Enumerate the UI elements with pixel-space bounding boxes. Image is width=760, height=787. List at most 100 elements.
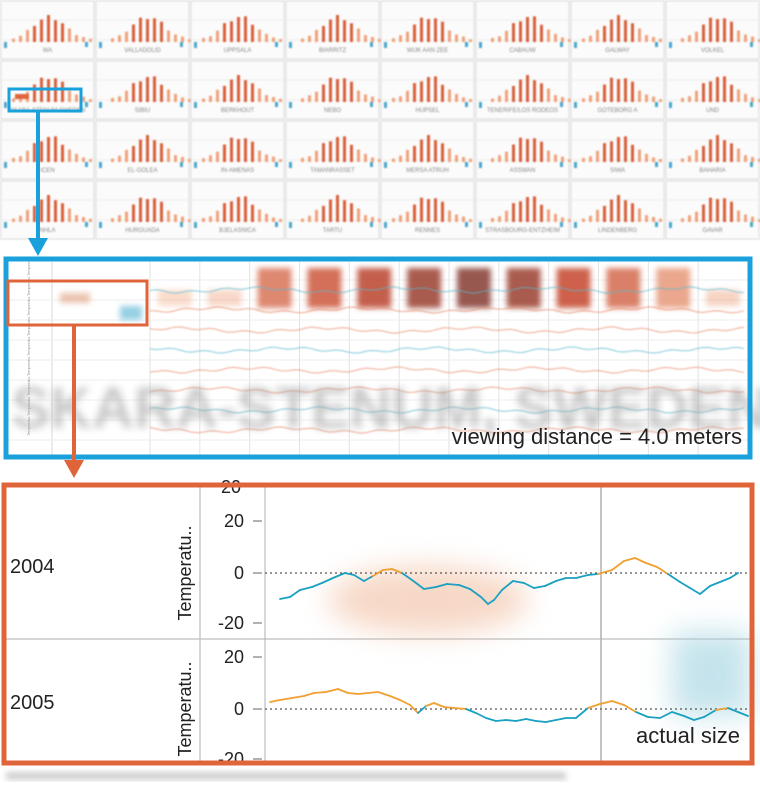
month-bar	[589, 215, 592, 222]
month-bar	[498, 95, 501, 102]
temperature-segment	[303, 692, 315, 697]
station-cell[interactable]: TENERIFE/LOS RODEOS	[475, 60, 571, 120]
month-bar	[343, 200, 346, 222]
temperature-segment	[533, 585, 546, 589]
cold-bar	[465, 222, 468, 227]
month-bar	[596, 150, 599, 162]
station-cell[interactable]: BJELASNICA	[190, 180, 285, 240]
station-cell[interactable]: GALWAY	[570, 0, 665, 60]
month-bar	[652, 157, 655, 162]
station-cell[interactable]: STRASBOURG-ENTZHEIM	[475, 180, 571, 240]
month-bar	[413, 145, 416, 162]
month-bar	[33, 25, 36, 42]
month-bar	[153, 198, 156, 222]
station-cell[interactable]: ASSWAN	[475, 120, 571, 180]
station-label: BAHARIA	[699, 168, 725, 174]
month-bar	[448, 89, 451, 102]
month-bar	[758, 158, 760, 162]
temperature-segment	[382, 568, 393, 571]
month-bar	[132, 83, 135, 102]
month-bar	[272, 217, 275, 222]
month-bar	[315, 29, 318, 42]
station-cell[interactable]: BERKHOUT	[190, 60, 285, 120]
temperature-segment	[269, 699, 281, 703]
month-bar	[526, 197, 529, 222]
station-cell[interactable]: UND	[665, 60, 760, 120]
month-bar	[603, 25, 606, 42]
month-bar	[167, 210, 170, 222]
station-cell[interactable]: BAHARIA	[665, 120, 760, 180]
station-cell[interactable]: TAMANRASSET	[285, 120, 381, 180]
month-bar	[153, 76, 156, 102]
detail-panel: 2004 Temperatu.. 20 0 -20 2005 Temperatu.. 20 0 -…	[1, 477, 755, 769]
month-bar	[265, 95, 268, 102]
cold-bar	[180, 102, 183, 107]
station-cell[interactable]: HURGUADA	[95, 180, 191, 240]
station-cell[interactable]: CABAUW	[475, 0, 571, 60]
month-bar	[716, 77, 719, 102]
month-bar	[329, 199, 332, 222]
station-label: LINDENBERG	[598, 228, 637, 234]
station-label: BJELASNICA	[219, 228, 256, 234]
station-cell[interactable]: LINDENBERG	[570, 180, 665, 240]
cold-bar	[465, 102, 468, 107]
station-label: BIARRITZ	[319, 48, 347, 54]
month-bar	[498, 36, 501, 42]
month-bar	[659, 38, 662, 42]
selected-station-marker	[15, 94, 29, 99]
month-bar	[441, 201, 444, 222]
station-cell[interactable]: WIJK AAN ZEE	[380, 0, 475, 60]
month-bar	[568, 159, 571, 162]
month-bar	[448, 30, 451, 42]
temperature-segment	[311, 582, 323, 588]
station-cell[interactable]: GOTEBORG A	[570, 60, 665, 120]
station-cell[interactable]: WA	[0, 0, 95, 60]
month-bar	[350, 203, 353, 222]
temperature-trace	[149, 426, 745, 434]
y-tick-label: 20	[224, 511, 244, 531]
cold-bar	[669, 222, 672, 228]
station-cell[interactable]: GAVAR	[665, 180, 760, 240]
station-cell[interactable]: SIBIU	[95, 60, 191, 120]
cold-bar	[479, 162, 482, 168]
month-bar	[519, 79, 522, 102]
month-bar	[364, 94, 367, 102]
month-bar	[533, 138, 536, 162]
station-cell[interactable]: HUPSEL	[380, 60, 475, 120]
month-bar	[695, 90, 698, 102]
station-cell[interactable]: NEBO	[285, 60, 381, 120]
row-label: Temperatu.	[26, 256, 31, 276]
temperature-segment	[623, 704, 637, 713]
station-cell-border	[95, 0, 190, 60]
month-bar	[631, 203, 634, 222]
month-bar	[125, 149, 128, 162]
station-cell[interactable]: UPPSALA	[190, 0, 285, 60]
cold-bar	[194, 102, 197, 108]
month-bar	[406, 90, 409, 102]
station-cell[interactable]: IN-AMENAS	[190, 120, 285, 180]
month-bar	[512, 144, 515, 162]
month-bar	[146, 77, 149, 102]
station-cell[interactable]: TARTU	[285, 180, 381, 240]
station-cell[interactable]: NHLA	[0, 180, 95, 240]
month-bar	[33, 143, 36, 162]
temperature-segment	[299, 586, 313, 591]
station-cell[interactable]: VOLKEL	[665, 0, 760, 60]
cold-bar	[655, 222, 658, 227]
temperature-segment	[321, 577, 334, 584]
station-cell[interactable]: MERSA ATRUH	[380, 120, 475, 180]
temperature-segment	[279, 596, 291, 600]
station-cell[interactable]: SIWA	[570, 120, 665, 180]
month-bar	[420, 17, 423, 42]
station-cell[interactable]: BIARRITZ	[285, 0, 381, 60]
month-bar	[519, 201, 522, 222]
station-cell[interactable]: RENNES	[380, 180, 475, 240]
station-cell[interactable]: EL-GOLEA	[95, 120, 191, 180]
month-bar	[378, 218, 381, 222]
month-bar	[125, 90, 128, 102]
temperature-segment	[325, 688, 339, 693]
station-cell[interactable]: ICEN	[0, 120, 95, 180]
station-cell[interactable]: VALLADOLID	[95, 0, 191, 60]
station-label: SIWA	[610, 168, 625, 174]
month-bar	[413, 24, 416, 42]
